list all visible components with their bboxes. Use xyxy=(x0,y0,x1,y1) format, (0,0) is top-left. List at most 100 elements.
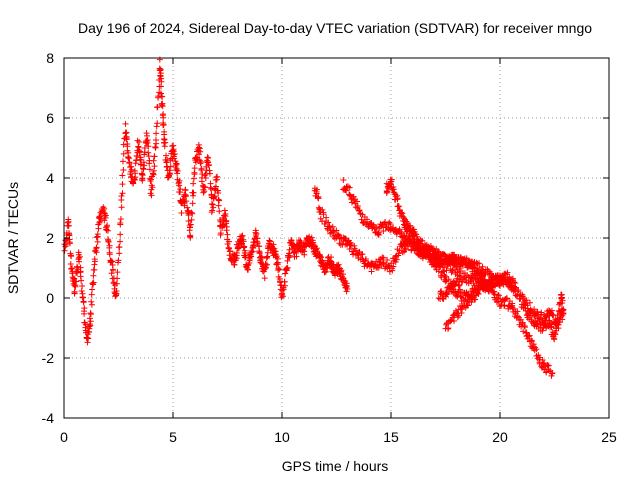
data-point xyxy=(136,148,143,155)
data-point xyxy=(145,153,152,160)
data-point xyxy=(551,336,558,343)
data-point xyxy=(174,170,181,177)
data-point xyxy=(263,261,270,268)
data-point xyxy=(190,189,197,196)
data-point xyxy=(183,198,190,205)
data-point xyxy=(216,197,223,204)
data-point xyxy=(153,130,160,137)
data-point xyxy=(225,238,232,245)
data-point xyxy=(90,266,97,273)
data-point xyxy=(256,249,263,256)
data-point xyxy=(280,286,287,293)
data-point xyxy=(75,249,82,256)
data-point xyxy=(514,313,521,320)
data-point xyxy=(308,234,315,241)
data-point xyxy=(222,210,229,217)
data-point xyxy=(320,211,327,218)
data-point xyxy=(197,148,204,155)
data-point xyxy=(553,325,560,332)
data-point xyxy=(539,327,546,334)
data-point xyxy=(131,167,138,174)
data-point xyxy=(410,232,417,239)
data-point xyxy=(140,159,147,166)
data-point xyxy=(200,189,207,196)
data-point xyxy=(198,165,205,172)
data-point xyxy=(503,295,510,302)
data-point xyxy=(223,217,230,224)
data-point xyxy=(509,304,516,311)
data-point xyxy=(429,247,436,254)
data-point xyxy=(431,256,438,263)
data-point xyxy=(88,298,95,305)
data-point xyxy=(389,267,396,274)
data-points xyxy=(61,56,567,379)
data-point xyxy=(226,252,233,259)
data-point xyxy=(462,276,469,283)
data-point xyxy=(145,143,152,150)
data-point xyxy=(474,267,481,274)
data-point xyxy=(209,207,216,214)
series-arc-h xyxy=(518,291,567,343)
data-point xyxy=(548,323,555,330)
data-point xyxy=(322,220,329,227)
data-point xyxy=(532,317,539,324)
data-point xyxy=(88,291,95,298)
data-point xyxy=(196,145,203,152)
data-point xyxy=(315,195,322,202)
data-point xyxy=(559,300,566,307)
data-point xyxy=(266,238,273,245)
x-axis-label: GPS time / hours xyxy=(282,458,389,474)
data-point xyxy=(554,312,561,319)
data-point xyxy=(115,257,122,264)
data-point xyxy=(302,243,309,250)
data-point xyxy=(448,251,455,258)
data-point xyxy=(198,178,205,185)
data-point xyxy=(439,251,446,258)
data-point xyxy=(146,166,153,173)
data-point xyxy=(87,318,94,325)
data-point xyxy=(517,316,524,323)
data-point xyxy=(86,323,93,330)
data-point xyxy=(254,240,261,247)
data-point xyxy=(154,120,161,127)
data-point xyxy=(523,329,530,336)
data-point xyxy=(211,193,218,200)
data-point xyxy=(539,318,546,325)
data-point xyxy=(114,275,121,282)
data-point xyxy=(490,281,497,288)
data-point xyxy=(456,282,463,289)
data-point xyxy=(151,163,158,170)
data-point xyxy=(210,204,217,211)
data-point xyxy=(359,251,366,258)
data-point xyxy=(205,154,212,161)
data-point xyxy=(405,222,412,229)
data-point xyxy=(276,266,283,273)
data-point xyxy=(401,215,408,222)
y-tick-label: -2 xyxy=(42,350,55,366)
data-point xyxy=(380,227,387,234)
data-point xyxy=(126,159,133,166)
data-point xyxy=(240,238,247,245)
data-point xyxy=(505,283,512,290)
data-point xyxy=(344,286,351,292)
data-point xyxy=(122,120,129,127)
data-point xyxy=(491,291,498,298)
data-point xyxy=(451,317,458,324)
data-point xyxy=(455,312,462,319)
data-point xyxy=(328,258,335,265)
data-point xyxy=(416,240,423,247)
data-point xyxy=(160,114,167,121)
data-point xyxy=(558,294,565,301)
data-point xyxy=(161,143,168,150)
data-point xyxy=(215,196,222,203)
data-point xyxy=(215,202,222,209)
data-point xyxy=(238,233,245,240)
data-point xyxy=(437,263,444,270)
data-point xyxy=(116,244,123,251)
data-point xyxy=(347,192,354,199)
data-point xyxy=(134,137,141,144)
data-point xyxy=(116,250,123,257)
data-point xyxy=(309,237,316,244)
data-point xyxy=(497,283,503,289)
data-point xyxy=(401,217,408,224)
